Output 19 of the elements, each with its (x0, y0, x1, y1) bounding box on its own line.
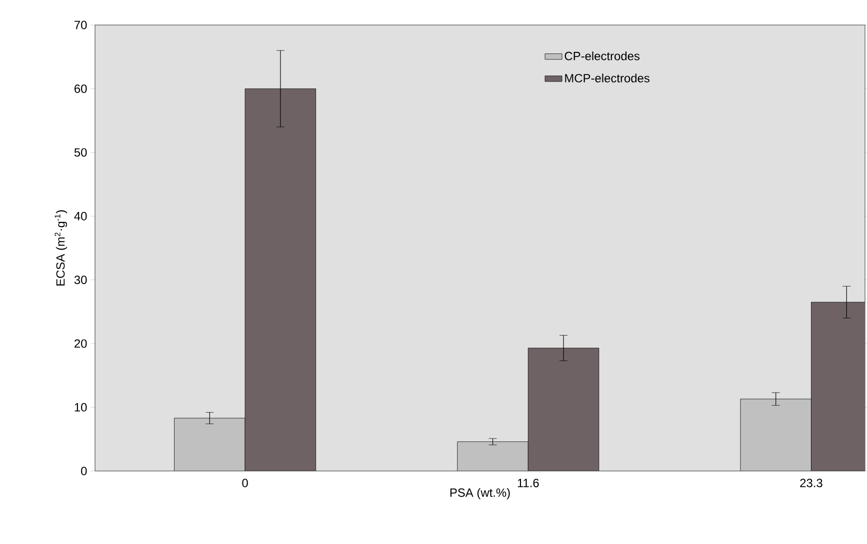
y-tick-label: 0 (81, 466, 87, 476)
x-axis-title: PSA (wt.%) (450, 488, 510, 500)
x-tick-label: 23.3 (800, 478, 822, 488)
legend-label: MCP-electrodes (565, 74, 650, 82)
y-tick-label: 40 (74, 212, 87, 220)
y-axis-title: ECSA (m$^{2}$·g$^{-1}$) (54, 210, 68, 286)
x-tick-label: 0 (242, 478, 248, 488)
bar (244, 88, 316, 471)
bar (528, 348, 600, 471)
y-tick-label: 10 (74, 403, 87, 412)
y-tick-label: 60 (74, 84, 87, 93)
y-tick-label: 20 (74, 339, 87, 348)
bar (174, 418, 246, 471)
bar (457, 441, 528, 471)
y-tick-label: 70 (74, 20, 87, 30)
y-tick-label: 50 (74, 148, 87, 157)
y-tick-label: 30 (74, 276, 87, 284)
x-tick-label: 11.6 (518, 478, 539, 488)
legend-label: CP-electrodes (564, 51, 640, 60)
